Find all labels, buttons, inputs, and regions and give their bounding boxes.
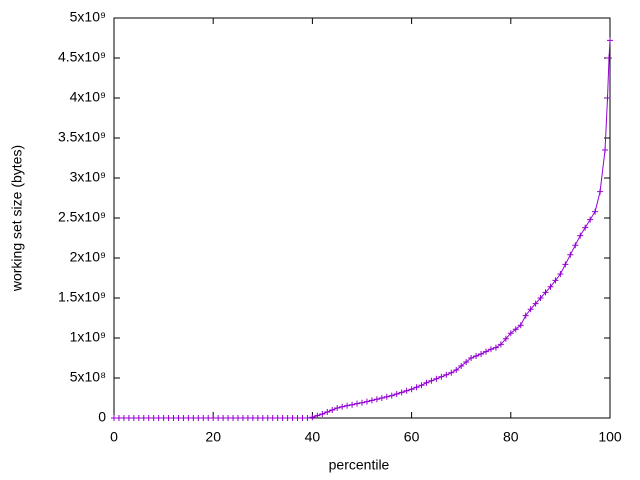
y-tick-label: 5x10⁹ [70,9,106,25]
point-marker [344,402,351,409]
x-tick-label: 60 [404,429,420,445]
y-tick-label: 3x10⁹ [70,169,106,185]
point-marker [339,403,346,410]
point-marker [378,395,385,401]
point-marker [373,396,380,403]
y-tick-label: 4.5x10⁹ [58,49,106,65]
point-marker [473,353,480,359]
y-tick-label: 2x10⁹ [70,249,106,265]
point-marker [527,306,534,313]
x-tick-label: 100 [598,429,622,445]
point-marker [329,407,336,413]
data-line [114,40,611,419]
point-marker [368,397,375,404]
point-marker [393,391,400,397]
point-marker [428,377,435,384]
y-tick-label: 2.5x10⁹ [58,209,106,225]
y-tick-label: 1x10⁹ [70,329,106,345]
point-marker [483,348,489,355]
point-marker [517,322,524,329]
point-marker [388,392,395,399]
point-marker [587,216,594,223]
point-marker [597,188,604,195]
point-marker [572,242,579,249]
y-axis-label: working set size (bytes) [9,145,25,292]
point-marker [433,375,440,382]
point-marker [582,224,589,231]
point-marker [443,371,450,378]
point-marker [408,386,415,393]
point-marker [438,373,445,380]
point-marker [522,312,529,319]
point-marker [497,341,504,348]
point-marker [324,409,331,415]
point-marker [413,384,420,391]
point-marker [492,344,499,351]
point-marker [423,379,430,386]
point-marker [458,363,465,369]
point-marker [602,147,609,153]
y-tick-label: 1.5x10⁹ [58,289,106,305]
y-tick-label: 4x10⁹ [70,89,106,105]
point-marker [448,369,455,376]
point-marker [363,398,370,405]
point-marker [542,289,549,296]
y-tick-label: 0 [98,409,106,425]
point-marker [607,37,613,44]
point-marker [502,335,509,342]
point-marker [547,283,554,290]
point-marker [537,295,544,301]
point-marker [606,55,613,61]
point-marker [398,389,405,396]
y-tick-label: 5x10⁸ [70,369,106,385]
x-tick-label: 80 [503,429,519,445]
point-marker [507,330,514,337]
point-marker [577,232,584,239]
point-marker [562,261,569,268]
point-marker [319,411,326,417]
point-marker [354,400,361,407]
point-marker [403,387,410,394]
point-marker [463,359,470,365]
point-marker [359,399,365,406]
point-marker [349,401,356,408]
point-marker [487,346,494,353]
point-marker [512,326,519,333]
x-tick-label: 40 [305,429,321,445]
point-marker [453,367,460,373]
point-marker [314,412,321,419]
point-marker [532,300,539,307]
point-marker [383,393,390,400]
plot-border [113,17,611,419]
point-marker [468,355,475,361]
x-tick-label: 0 [110,429,118,445]
point-marker [304,415,311,421]
point-marker [334,405,341,411]
point-marker [309,414,316,421]
point-marker [552,277,559,284]
point-marker [592,208,599,215]
y-tick-label: 3.5x10⁹ [58,129,106,145]
point-marker [557,271,564,277]
x-tick-label: 20 [205,429,221,445]
point-marker [567,251,574,258]
x-axis-label: percentile [329,457,390,473]
point-marker [604,95,611,101]
point-marker [478,351,485,357]
point-marker [418,382,425,389]
